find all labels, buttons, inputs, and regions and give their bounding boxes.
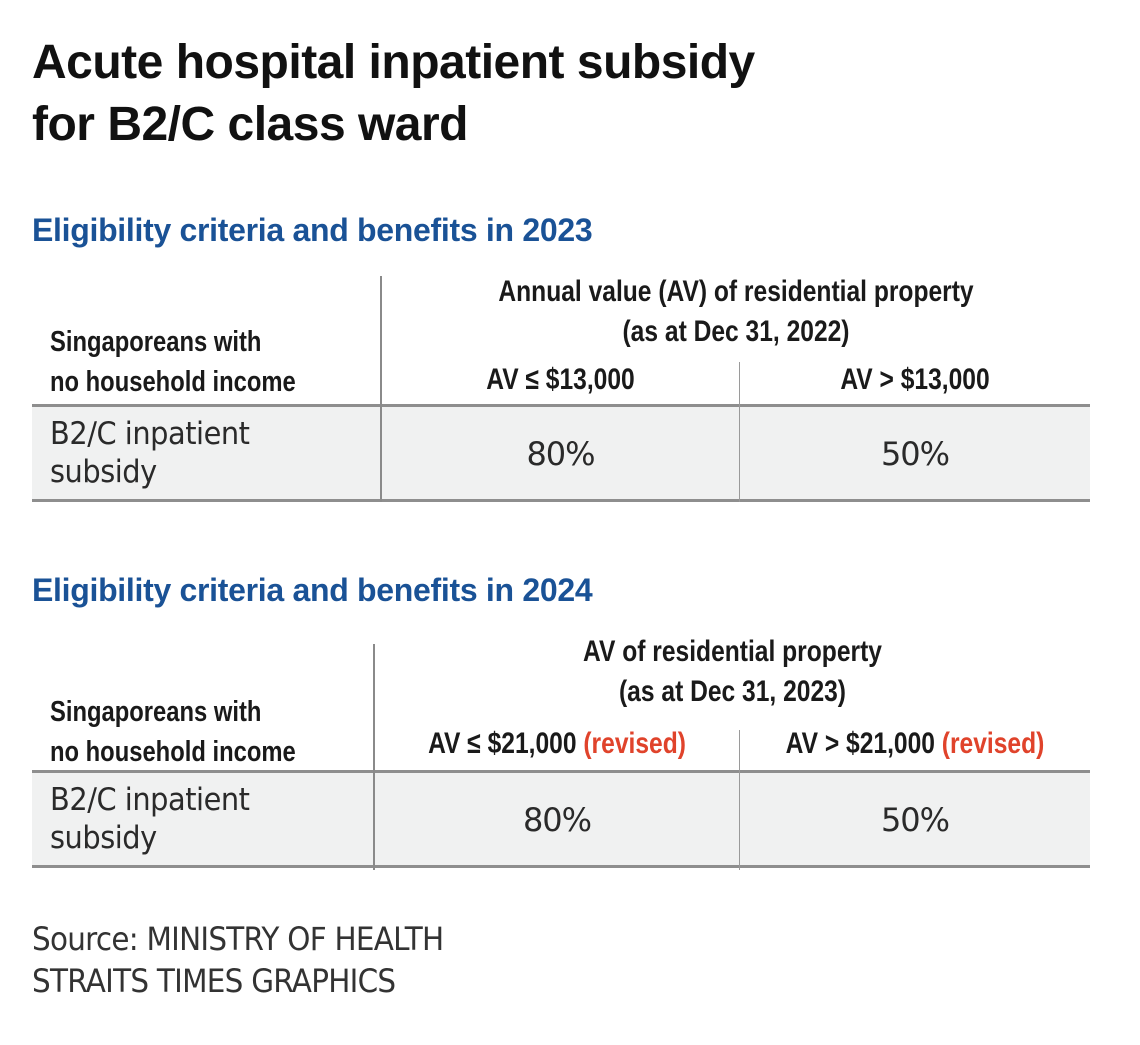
group-header-line-1: AV of residential property	[583, 635, 882, 668]
group-header-line-2: (as at Dec 31, 2023)	[618, 675, 847, 708]
bottom-rule	[32, 499, 1090, 502]
column-divider-body	[373, 770, 375, 868]
sub-column-divider-body	[739, 404, 740, 502]
row-header-label: Singaporeans with no household income	[50, 322, 296, 402]
bottom-rule	[32, 865, 1090, 868]
row-header-line-1: Singaporeans with	[50, 326, 262, 358]
column-header-2-label: AV > $13,000	[840, 363, 990, 396]
column-divider-body	[380, 404, 382, 502]
section-heading-2024: Eligibility criteria and benefits in 202…	[32, 572, 593, 608]
cell-value: 80%	[522, 801, 592, 839]
section-heading-2023: Eligibility criteria and benefits in 202…	[32, 212, 593, 248]
column-divider	[380, 276, 382, 502]
column-divider	[373, 644, 375, 870]
group-header: AV of residential property (as at Dec 31…	[439, 632, 1025, 712]
column-header-2: AV > $13,000	[772, 360, 1059, 400]
column-header-1-label: AV ≤ $13,000	[486, 363, 635, 396]
row-header-line-1: Singaporeans with	[50, 696, 262, 728]
group-header-line-1: Annual value (AV) of residential propert…	[498, 275, 974, 308]
row-header-label: Singaporeans with no household income	[50, 692, 296, 772]
row-label-line-1: B2/C inpatient	[50, 782, 250, 818]
source-credit: Source: MINISTRY OF HEALTH STRAITS TIMES…	[32, 918, 444, 1002]
table-2024: Singaporeans with no household income AV…	[32, 635, 1090, 872]
sub-column-divider-body	[739, 770, 740, 868]
row-label: B2/C inpatient subsidy	[50, 415, 250, 491]
row-label-line-2: subsidy	[50, 454, 157, 490]
group-header: Annual value (AV) of residential propert…	[446, 272, 1027, 352]
table-row	[32, 407, 1090, 499]
title-line-1: Acute hospital inpatient subsidy	[32, 36, 755, 89]
column-header-2-note: (revised)	[941, 727, 1045, 760]
column-header-1: AV ≤ $21,000 (revised)	[408, 724, 706, 764]
source-line: Source: MINISTRY OF HEALTH	[32, 920, 444, 958]
row-label-line-1: B2/C inpatient	[50, 416, 250, 452]
row-header-line-2: no household income	[50, 366, 296, 398]
column-header-2-label: AV > $21,000	[785, 727, 942, 760]
page-title: Acute hospital inpatient subsidy for B2/…	[32, 32, 1032, 156]
table-row	[32, 773, 1090, 865]
group-header-line-2: (as at Dec 31, 2022)	[622, 315, 850, 348]
row-header-line-2: no household income	[50, 736, 296, 768]
table-2023: Singaporeans with no household income An…	[32, 272, 1090, 504]
title-line-2: for B2/C class ward	[32, 98, 469, 151]
header-rule	[32, 404, 1090, 407]
row-label: B2/C inpatient subsidy	[50, 781, 250, 857]
cell-value: 50%	[880, 435, 950, 473]
row-label-line-2: subsidy	[50, 820, 157, 856]
cell-value: 50%	[880, 801, 950, 839]
header-rule	[32, 770, 1090, 773]
credit-line: STRAITS TIMES GRAPHICS	[32, 962, 396, 1000]
column-header-2: AV > $21,000 (revised)	[772, 724, 1059, 764]
column-header-1-note: (revised)	[583, 727, 686, 760]
column-header-1-label: AV ≤ $21,000	[428, 727, 584, 760]
column-header-1: AV ≤ $13,000	[414, 360, 707, 400]
cell-value: 80%	[526, 435, 595, 473]
